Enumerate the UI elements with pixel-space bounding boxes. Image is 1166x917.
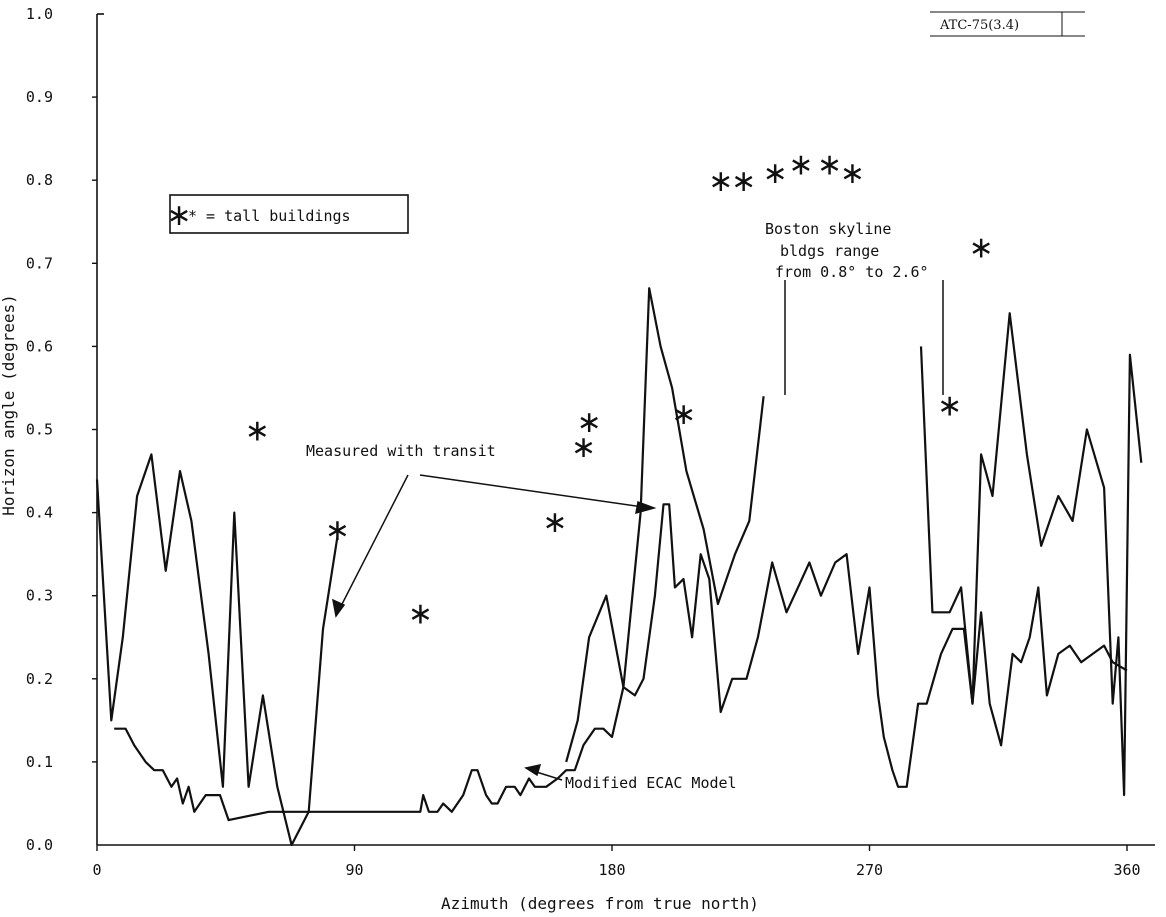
y-ticks: 0.0 0.1 0.2 0.3 0.4 0.5 0.6 0.7 0.8 0.9 1.0 bbox=[26, 5, 97, 854]
y-tick-label: 0.3 bbox=[26, 587, 53, 605]
modified-ecac-model-line bbox=[114, 503, 1128, 822]
tall-building-marker: ∗ bbox=[969, 231, 994, 266]
x-tick-label: 360 bbox=[1113, 861, 1140, 879]
model-arrow-head bbox=[524, 764, 542, 777]
measured-transit-line bbox=[565, 287, 765, 763]
reference-tag: ATC-75(3.4) bbox=[930, 11, 1085, 37]
tall-building-marker: ∗ bbox=[571, 430, 596, 465]
y-axis-title: Horizon angle (degrees) bbox=[0, 294, 18, 516]
y-tick-label: 0.6 bbox=[26, 337, 53, 355]
legend-text: * = tall buildings bbox=[188, 207, 351, 225]
measured-transit-line bbox=[95, 453, 339, 847]
x-tick-label: 90 bbox=[345, 861, 363, 879]
y-tick-label: 0.4 bbox=[26, 504, 53, 522]
tall-building-marker: ∗ bbox=[708, 164, 733, 199]
x-ticks: 0 90 180 270 360 bbox=[92, 845, 1141, 879]
tall-building-marker: ∗ bbox=[408, 596, 433, 631]
legend: * = tall buildings ∗ bbox=[166, 194, 409, 234]
y-tick-label: 0.5 bbox=[26, 421, 53, 439]
skyline-label-3: from 0.8° to 2.6° bbox=[775, 263, 929, 281]
tall-building-marker: ∗ bbox=[731, 164, 756, 199]
legend-star-marker: ∗ bbox=[166, 198, 191, 233]
y-tick-label: 0.8 bbox=[26, 171, 53, 189]
modified-ecac-model-label: Modified ECAC Model bbox=[565, 774, 737, 792]
measured-arrow-right bbox=[419, 474, 651, 509]
series-layer bbox=[95, 287, 1143, 847]
measured-arrow-left-head bbox=[331, 598, 346, 618]
tall-building-markers: ∗∗∗∗∗∗ ∗∗∗ ∗ ∗ ∗∗∗∗ bbox=[245, 148, 994, 632]
y-tick-label: 0.1 bbox=[26, 753, 53, 771]
tall-building-marker: ∗ bbox=[671, 397, 696, 432]
y-tick-label: 0.9 bbox=[26, 88, 53, 106]
x-axis-title: Azimuth (degrees from true north) bbox=[441, 894, 759, 913]
measured-with-transit-label: Measured with transit bbox=[306, 442, 496, 460]
tall-building-marker: ∗ bbox=[542, 505, 567, 540]
tall-building-marker: ∗ bbox=[245, 414, 270, 449]
tall-building-marker: ∗ bbox=[937, 389, 962, 424]
y-tick-label: 0.2 bbox=[26, 670, 53, 688]
reference-tag-text: ATC-75(3.4) bbox=[939, 18, 1019, 33]
tall-building-marker: ∗ bbox=[817, 148, 842, 183]
tall-building-marker: ∗ bbox=[577, 405, 602, 440]
tall-building-marker: ∗ bbox=[840, 156, 865, 191]
measured-arrow-right-head bbox=[635, 500, 657, 515]
skyline-label-1: Boston skyline bbox=[765, 220, 891, 238]
y-tick-label: 0.0 bbox=[26, 836, 53, 854]
x-tick-label: 0 bbox=[92, 861, 101, 879]
tall-building-marker: ∗ bbox=[325, 513, 350, 548]
measured-transit-line bbox=[919, 312, 1143, 797]
y-tick-label: 1.0 bbox=[26, 5, 53, 23]
x-tick-label: 270 bbox=[856, 861, 883, 879]
tall-building-marker: ∗ bbox=[763, 156, 788, 191]
measured-arrow-left bbox=[337, 474, 409, 613]
annotation-arrows bbox=[331, 280, 944, 781]
y-tick-label: 0.7 bbox=[26, 254, 53, 272]
skyline-label-2: bldgs range bbox=[780, 242, 879, 260]
tall-building-marker: ∗ bbox=[788, 148, 813, 183]
x-tick-label: 180 bbox=[598, 861, 625, 879]
